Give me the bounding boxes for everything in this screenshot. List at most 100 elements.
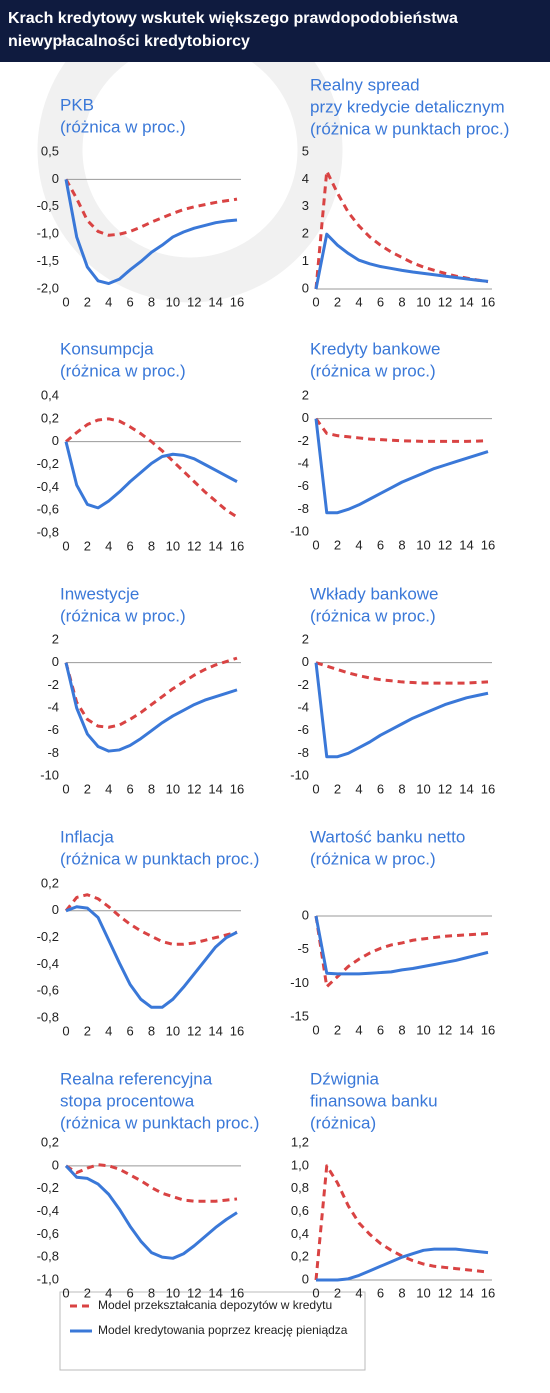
panel-title: PKB: [60, 95, 94, 114]
x-tick-label: 12: [187, 294, 201, 309]
y-tick-label: -6: [297, 722, 309, 737]
panel-title: Kredyty bankowe: [310, 339, 440, 358]
x-tick-label: 0: [62, 294, 69, 309]
series-line: [314, 417, 489, 443]
x-tick-label: 10: [166, 1285, 180, 1300]
x-tick-label: 6: [377, 294, 384, 309]
x-tick-label: 12: [187, 538, 201, 553]
y-tick-label: 0: [302, 907, 309, 922]
y-tick-label: -6: [47, 722, 59, 737]
y-tick-label: 0,2: [41, 875, 59, 890]
panel-title: stopa procentowa: [60, 1091, 195, 1110]
y-tick-label: -4: [297, 455, 309, 470]
series-line: [64, 656, 238, 729]
series-line: [316, 1247, 489, 1282]
y-tick-label: 0: [52, 1157, 59, 1172]
panel-title: (różnica w proc.): [60, 606, 186, 625]
x-tick-label: 14: [208, 781, 222, 796]
y-tick-label: -15: [290, 1008, 309, 1023]
y-tick-label: 0: [52, 902, 59, 917]
panel-title: (różnica w punktach proc.): [310, 119, 509, 138]
y-tick-label: -8: [297, 745, 309, 760]
x-tick-label: 10: [166, 781, 180, 796]
y-tick-label: -10: [290, 523, 309, 538]
y-tick-label: -0,8: [37, 524, 59, 539]
x-tick-label: 0: [312, 1022, 319, 1037]
x-tick-label: 0: [62, 538, 69, 553]
x-tick-label: 8: [398, 781, 405, 796]
x-tick-label: 14: [459, 537, 473, 552]
y-tick-label: 0,4: [291, 1226, 309, 1241]
x-tick-label: 10: [416, 781, 430, 796]
y-tick-label: 0,2: [41, 1134, 59, 1149]
x-tick-label: 16: [230, 1285, 244, 1300]
y-tick-label: 0,2: [291, 1249, 309, 1264]
y-tick-label: -0,6: [37, 1226, 59, 1241]
series-line: [314, 915, 489, 989]
x-tick-label: 6: [127, 781, 134, 796]
panel-title: (różnica): [310, 1113, 376, 1132]
x-tick-label: 6: [127, 1285, 134, 1300]
x-tick-label: 8: [398, 1285, 405, 1300]
x-tick-label: 16: [481, 537, 495, 552]
y-tick-label: -0,6: [37, 983, 59, 998]
x-tick-label: 10: [416, 1285, 430, 1300]
y-tick-label: 3: [302, 198, 309, 213]
panel-title: Dźwignia: [310, 1069, 380, 1088]
y-tick-label: 1,0: [291, 1157, 309, 1172]
panel-title: przy kredycie detalicznym: [310, 97, 505, 116]
header-title: niewypłacalności kredytobiorcy: [8, 33, 250, 50]
y-tick-label: 2: [302, 226, 309, 241]
y-tick-label: 0,5: [41, 143, 59, 158]
panel-title: (różnica w proc.): [310, 606, 436, 625]
x-tick-label: 10: [166, 538, 180, 553]
x-tick-label: 0: [312, 781, 319, 796]
x-tick-label: 8: [398, 537, 405, 552]
x-tick-label: 6: [377, 781, 384, 796]
x-tick-label: 12: [438, 1285, 452, 1300]
x-tick-label: 14: [459, 1022, 473, 1037]
x-tick-label: 16: [230, 294, 244, 309]
x-tick-label: 6: [377, 1285, 384, 1300]
series-line: [64, 1164, 238, 1260]
panel-title: Konsumpcja: [60, 339, 154, 358]
y-tick-label: -4: [297, 699, 309, 714]
y-tick-label: 0: [302, 280, 309, 295]
x-tick-label: 16: [481, 1285, 495, 1300]
y-tick-label: -2: [297, 677, 309, 692]
y-tick-label: 2: [52, 631, 59, 646]
x-tick-label: 0: [62, 1023, 69, 1038]
x-tick-label: 10: [416, 537, 430, 552]
y-tick-label: -2: [47, 677, 59, 692]
x-tick-label: 8: [148, 781, 155, 796]
panel-title: finansowa banku: [310, 1091, 438, 1110]
x-tick-label: 8: [148, 294, 155, 309]
x-tick-label: 14: [208, 1285, 222, 1300]
x-tick-label: 12: [438, 1022, 452, 1037]
x-tick-label: 12: [438, 781, 452, 796]
y-tick-label: 0,6: [291, 1203, 309, 1218]
y-tick-label: -6: [297, 478, 309, 493]
y-tick-label: 1: [302, 253, 309, 268]
y-tick-label: -0,4: [37, 1203, 59, 1218]
y-tick-label: 0,4: [41, 387, 59, 402]
y-tick-label: -10: [290, 767, 309, 782]
series-line: [65, 1163, 238, 1203]
x-tick-label: 6: [127, 294, 134, 309]
x-tick-label: 14: [208, 1023, 222, 1038]
series-line: [314, 418, 489, 515]
x-tick-label: 0: [62, 1285, 69, 1300]
legend-box: [59, 1291, 366, 1371]
panel-title: (różnica w punktach proc.): [60, 1113, 259, 1132]
header-title: Krach kredytowy wskutek większego prawdo…: [8, 10, 458, 27]
x-tick-label: 4: [105, 781, 112, 796]
x-tick-label: 0: [62, 781, 69, 796]
y-tick-label: -0,2: [37, 1180, 59, 1195]
y-tick-label: -0,4: [37, 956, 59, 971]
x-tick-label: 8: [398, 1022, 405, 1037]
x-tick-label: 6: [377, 537, 384, 552]
x-tick-label: 4: [355, 1285, 362, 1300]
x-tick-label: 6: [127, 538, 134, 553]
x-tick-label: 2: [334, 781, 341, 796]
x-tick-label: 10: [416, 1022, 430, 1037]
